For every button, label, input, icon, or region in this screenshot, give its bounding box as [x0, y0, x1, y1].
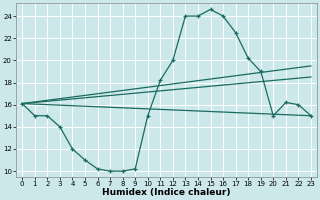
- X-axis label: Humidex (Indice chaleur): Humidex (Indice chaleur): [102, 188, 231, 197]
